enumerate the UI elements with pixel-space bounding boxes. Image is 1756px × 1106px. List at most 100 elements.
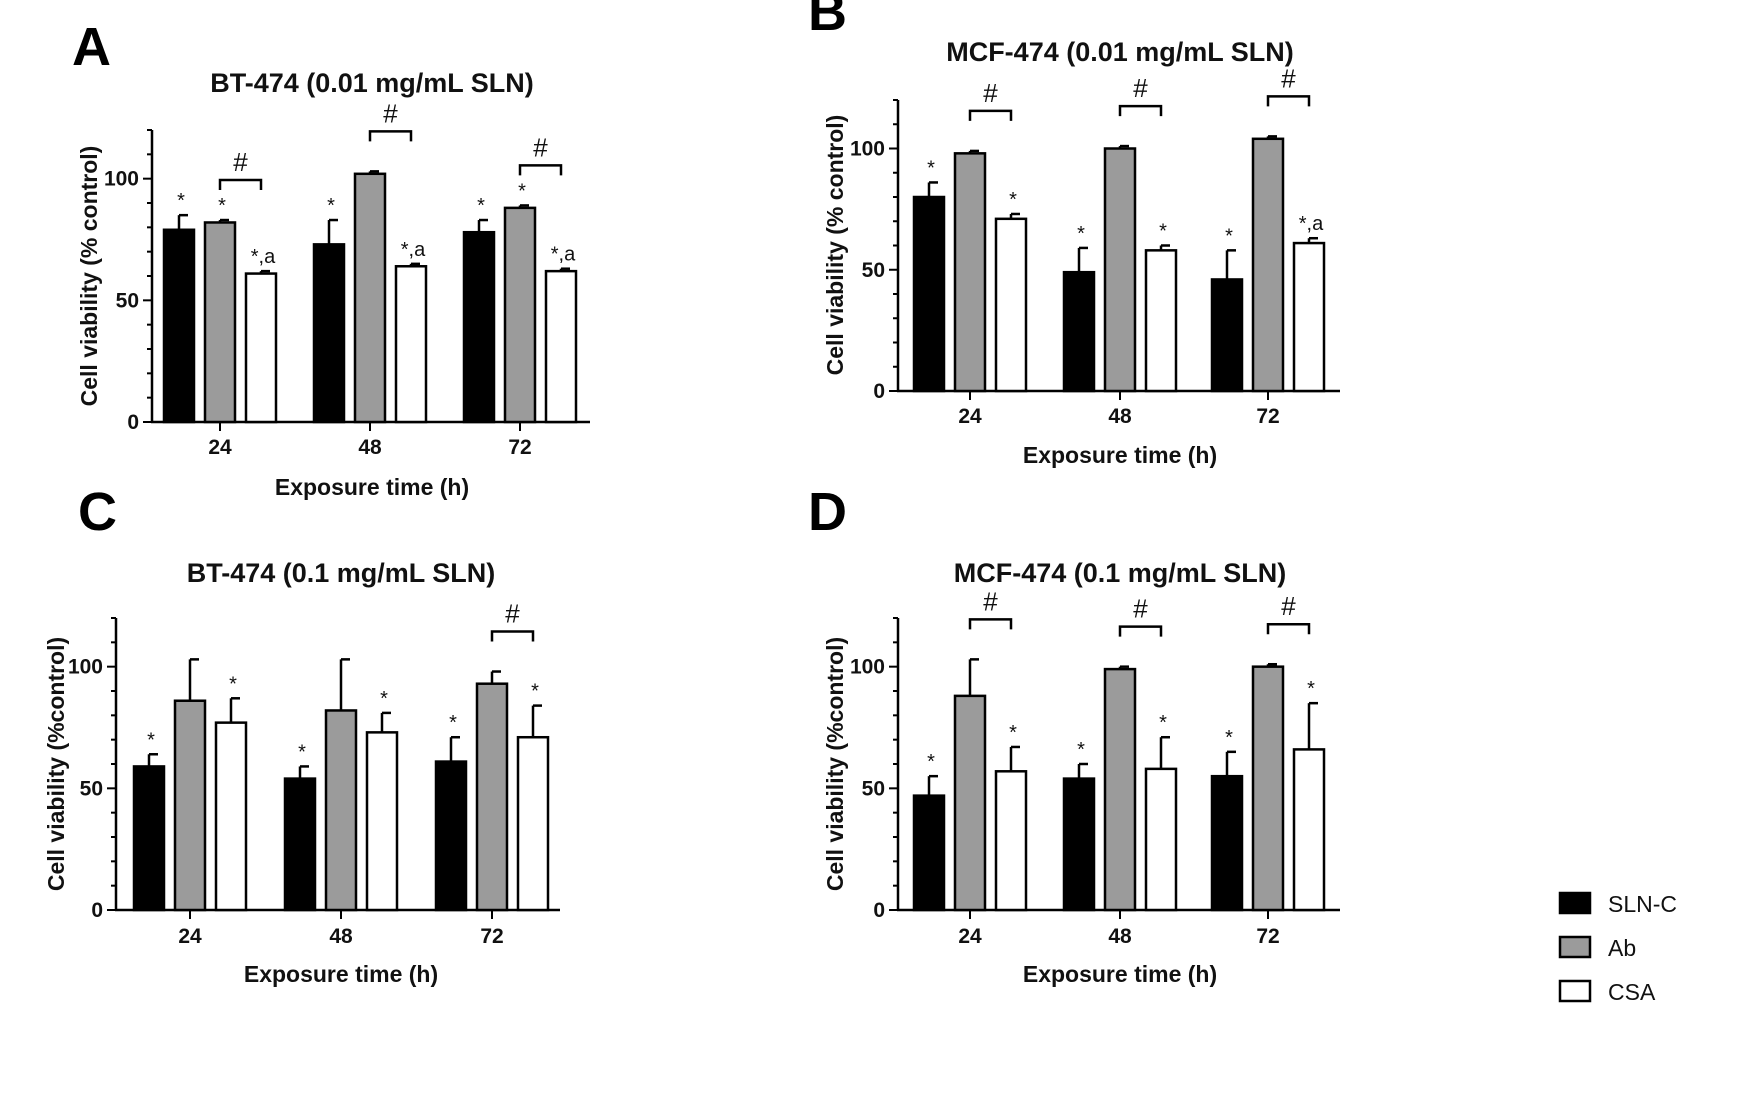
bar-csa bbox=[1144, 767, 1178, 912]
significance-bracket bbox=[218, 178, 263, 191]
y-tick-label: 50 bbox=[862, 777, 885, 800]
bracket-label: # bbox=[505, 599, 520, 629]
bar-sln-c bbox=[1210, 774, 1244, 912]
bar-sln-c bbox=[434, 760, 468, 912]
legend-label: SLN-C bbox=[1608, 891, 1677, 917]
chart-panel-b: B MCF-474 (0.01 mg/mL SLN) 0 50 100 24 48 72 Exp… bbox=[808, 0, 1340, 468]
legend-swatch-csa bbox=[1558, 979, 1592, 1003]
significance-label: *,a bbox=[251, 246, 276, 268]
significance-label: * bbox=[1225, 225, 1233, 247]
bar-csa bbox=[365, 731, 399, 912]
y-tick-label: 100 bbox=[850, 656, 885, 679]
bar-sln-c bbox=[1062, 777, 1096, 912]
significance-label: * bbox=[449, 712, 457, 734]
significance-label: * bbox=[1159, 712, 1167, 734]
y-axis-label: Cell viability (% control) bbox=[76, 146, 102, 407]
y-tick-label: 0 bbox=[127, 411, 139, 434]
significance-label: * bbox=[218, 195, 226, 217]
x-tick-label: 48 bbox=[1108, 925, 1132, 948]
significance-label: * bbox=[380, 688, 388, 710]
significance-label: * bbox=[927, 157, 935, 179]
bar-ab bbox=[353, 172, 387, 424]
bar-csa bbox=[214, 721, 248, 912]
legend: SLN-C Ab CSA bbox=[1558, 891, 1677, 1005]
significance-label: * bbox=[177, 190, 185, 212]
significance-bracket bbox=[518, 164, 563, 176]
significance-label: * bbox=[1225, 727, 1233, 749]
panel-letter: D bbox=[808, 482, 847, 542]
bracket-label: # bbox=[233, 147, 248, 177]
x-tick-label: 48 bbox=[1108, 405, 1132, 428]
legend-swatch-ab bbox=[1558, 935, 1592, 959]
legend-swatch-sln-c bbox=[1558, 891, 1592, 915]
bar-sln-c bbox=[1062, 270, 1096, 393]
bracket-label: # bbox=[1281, 63, 1296, 93]
chart-panel-c: C BT-474 (0.1 mg/mL SLN) 0 50 100 24 48 72 Expos… bbox=[43, 482, 560, 987]
x-tick-label: 24 bbox=[178, 925, 202, 948]
x-tick-label: 48 bbox=[358, 436, 382, 459]
bar-ab bbox=[503, 206, 537, 424]
significance-bracket bbox=[1118, 104, 1163, 117]
bar-sln-c bbox=[462, 230, 496, 424]
bar-ab bbox=[1251, 665, 1285, 912]
y-tick-label: 100 bbox=[850, 138, 885, 161]
significance-label: * bbox=[1159, 221, 1167, 243]
significance-label: * bbox=[1307, 678, 1315, 700]
bar-ab bbox=[953, 152, 987, 393]
significance-label: * bbox=[298, 741, 306, 763]
bracket-label: # bbox=[1281, 591, 1296, 621]
significance-bracket bbox=[968, 618, 1013, 630]
chart-title: BT-474 (0.01 mg/mL SLN) bbox=[210, 68, 534, 98]
bar-ab bbox=[953, 694, 987, 912]
bracket-label: # bbox=[983, 586, 998, 616]
bar-csa bbox=[994, 770, 1028, 912]
bar-sln-c bbox=[162, 228, 196, 424]
significance-bracket bbox=[1266, 95, 1311, 107]
significance-label: * bbox=[927, 751, 935, 773]
x-axis-label: Exposure time (h) bbox=[1023, 442, 1217, 468]
bracket-label: # bbox=[533, 132, 548, 162]
significance-bracket bbox=[1118, 625, 1163, 637]
chart-title: BT-474 (0.1 mg/mL SLN) bbox=[187, 558, 496, 588]
significance-label: * bbox=[1009, 189, 1017, 211]
significance-label: * bbox=[1009, 722, 1017, 744]
bar-csa bbox=[394, 265, 428, 424]
chart-title: MCF-474 (0.01 mg/mL SLN) bbox=[946, 37, 1294, 67]
bar-sln-c bbox=[312, 243, 346, 424]
x-tick-label: 72 bbox=[1256, 925, 1279, 948]
panel-letter: C bbox=[78, 482, 117, 542]
y-axis-label: Cell viability (%control) bbox=[822, 637, 848, 891]
y-tick-label: 0 bbox=[873, 380, 885, 403]
y-tick-label: 100 bbox=[104, 168, 139, 191]
x-axis-label: Exposure time (h) bbox=[244, 961, 438, 987]
bar-sln-c bbox=[912, 794, 946, 912]
significance-label: * bbox=[1077, 739, 1085, 761]
chart-panel-d: D MCF-474 (0.1 mg/mL SLN) 0 50 100 24 48 72 Expo… bbox=[808, 482, 1340, 987]
bar-sln-c bbox=[132, 765, 166, 912]
x-tick-label: 72 bbox=[1256, 405, 1279, 428]
y-tick-label: 50 bbox=[80, 777, 103, 800]
bar-ab bbox=[173, 699, 207, 912]
chart-panel-a: A BT-474 (0.01 mg/mL SLN) 0 50 100 24 48 72 Expo… bbox=[72, 17, 590, 500]
bar-ab bbox=[1103, 667, 1137, 912]
bar-ab bbox=[475, 682, 509, 912]
significance-label: * bbox=[1077, 223, 1085, 245]
significance-bracket bbox=[1266, 622, 1311, 635]
y-tick-label: 50 bbox=[116, 289, 139, 312]
x-tick-label: 24 bbox=[958, 925, 982, 948]
y-tick-label: 0 bbox=[91, 899, 103, 922]
bar-sln-c bbox=[1210, 278, 1244, 393]
bar-csa bbox=[544, 269, 578, 424]
bar-csa bbox=[1292, 748, 1326, 912]
legend-label: Ab bbox=[1608, 935, 1636, 961]
bar-csa bbox=[244, 272, 278, 424]
chart-title: MCF-474 (0.1 mg/mL SLN) bbox=[954, 558, 1287, 588]
legend-label: CSA bbox=[1608, 979, 1656, 1005]
x-tick-label: 72 bbox=[508, 436, 531, 459]
significance-label: *,a bbox=[1299, 213, 1324, 235]
y-tick-label: 0 bbox=[873, 899, 885, 922]
bar-sln-c bbox=[912, 195, 946, 393]
y-axis-label: Cell viability (% control) bbox=[822, 115, 848, 376]
x-tick-label: 24 bbox=[958, 405, 982, 428]
